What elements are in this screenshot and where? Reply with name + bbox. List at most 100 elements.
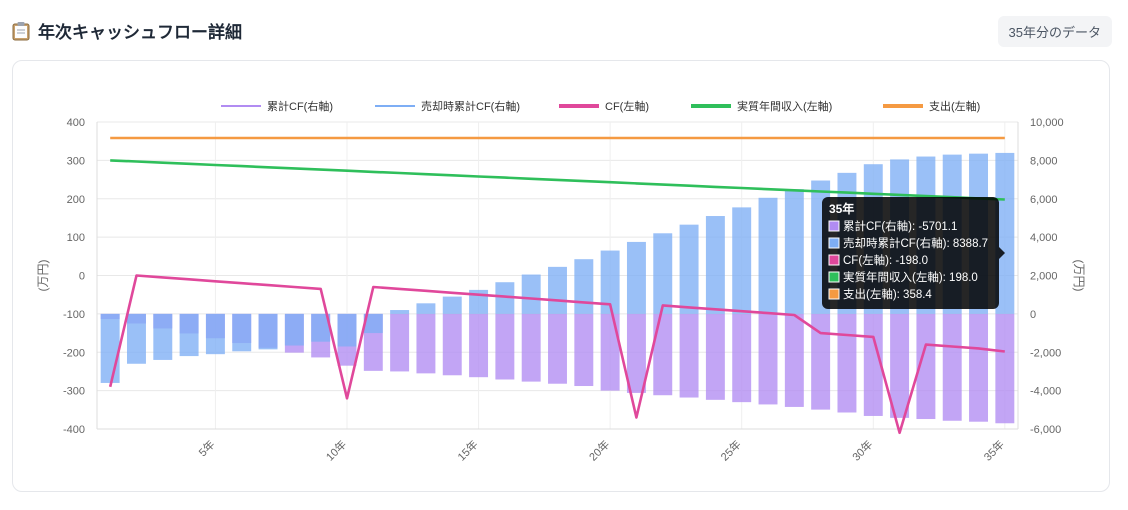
bar-sale-cumulative-cf [705, 216, 725, 314]
bar-sale-cumulative-cf [179, 313, 199, 357]
tooltip-swatch [828, 237, 840, 249]
bar-sale-cumulative-cf [521, 274, 541, 314]
page-title-text: 年次キャッシュフロー詳細 [38, 23, 242, 42]
bar-sale-cumulative-cf [153, 313, 173, 360]
legend-label: 支出(左軸) [929, 99, 980, 113]
bar-cumulative-cf [679, 313, 699, 398]
bar-sale-cumulative-cf [311, 313, 331, 342]
line-real-income [110, 159, 1005, 201]
bar-cumulative-cf [390, 313, 410, 372]
legend-item[interactable]: 実質年間収入(左軸) [691, 99, 832, 113]
left-tick-label: -200 [63, 347, 85, 359]
tooltip-swatch [828, 288, 840, 300]
bar-cumulative-cf [626, 313, 646, 393]
x-tick-label: 10年 [323, 437, 349, 463]
right-tick-label: 6,000 [1030, 194, 1058, 206]
bar-cumulative-cf [495, 313, 515, 380]
bar-sale-cumulative-cf [390, 310, 410, 314]
right-tick-label: 10,000 [1030, 117, 1064, 129]
bar-cumulative-cf [732, 313, 752, 403]
left-tick-label: 100 [67, 232, 85, 244]
left-axis-label: (万円) [36, 260, 50, 292]
bar-sale-cumulative-cf [732, 207, 752, 314]
legend-label: 売却時累計CF(右軸) [421, 99, 520, 113]
tooltip-box [822, 197, 999, 309]
x-tick-label: 25年 [717, 437, 743, 463]
bar-cumulative-cf [469, 313, 489, 378]
bar-cumulative-cf [995, 313, 1015, 424]
right-tick-label: 8,000 [1030, 155, 1058, 167]
bar-sale-cumulative-cf [574, 259, 594, 314]
legend-item[interactable]: CF(左軸) [559, 99, 649, 113]
bar-sale-cumulative-cf [284, 313, 304, 346]
bar-sale-cumulative-cf [679, 224, 699, 314]
bar-sale-cumulative-cf [548, 266, 567, 314]
right-tick-label: -6,000 [1030, 424, 1061, 436]
bar-sale-cumulative-cf [600, 250, 620, 314]
legend-item[interactable]: 支出(左軸) [883, 99, 980, 113]
tooltip-row: 支出(左軸): 358.4 [843, 287, 932, 301]
tooltip-row: 売却時累計CF(右軸): 8388.7 [843, 236, 988, 250]
bar-cumulative-cf [600, 313, 620, 391]
header: 年次キャッシュフロー詳細 35年分のデータ [12, 14, 1112, 48]
bar-sale-cumulative-cf [258, 313, 278, 350]
tooltip-title: 35年 [829, 201, 854, 216]
tooltip-swatch [828, 220, 840, 232]
bar-cumulative-cf [758, 313, 778, 405]
legend-label: 実質年間収入(左軸) [737, 99, 832, 113]
tooltip-row: 実質年間収入(左軸): 198.0 [843, 270, 978, 284]
bar-sale-cumulative-cf [758, 197, 778, 314]
legend-item[interactable]: 売却時累計CF(右軸) [375, 99, 520, 113]
left-tick-label: 300 [67, 155, 85, 167]
bar-cumulative-cf [916, 313, 936, 420]
right-axis-label: (万円) [1072, 260, 1086, 292]
bar-cumulative-cf [442, 313, 462, 376]
page-title: 年次キャッシュフロー詳細 [12, 18, 242, 43]
right-tick-label: 4,000 [1030, 232, 1058, 244]
x-tick-label: 35年 [981, 437, 1007, 463]
bar-sale-cumulative-cf [232, 313, 252, 352]
bar-cumulative-cf [416, 313, 436, 374]
bar-sale-cumulative-cf [495, 282, 515, 314]
right-tick-label: -2,000 [1030, 347, 1061, 359]
right-tick-label: -4,000 [1030, 386, 1061, 398]
legend-item[interactable]: 累計CF(右軸) [221, 99, 333, 113]
bar-cumulative-cf [890, 313, 910, 418]
bar-sale-cumulative-cf [626, 241, 646, 314]
x-tick-label: 5年 [196, 437, 218, 459]
bar-cumulative-cf [574, 313, 594, 387]
tooltip-swatch [828, 254, 840, 266]
data-count-badge: 35年分のデータ [997, 16, 1112, 47]
bar-sale-cumulative-cf [653, 233, 673, 314]
bar-sale-cumulative-cf [205, 313, 225, 355]
bar-sale-cumulative-cf [784, 189, 804, 314]
bar-sale-cumulative-cf [100, 313, 120, 383]
right-tick-label: 2,000 [1030, 271, 1058, 283]
bar-cumulative-cf [784, 313, 804, 407]
clipboard-icon [12, 21, 30, 41]
x-tick-label: 15年 [454, 437, 480, 463]
left-tick-label: 0 [79, 271, 85, 283]
right-tick-label: 0 [1030, 309, 1036, 321]
bar-sale-cumulative-cf [126, 313, 146, 364]
tooltip-caret [999, 247, 1005, 259]
bar-cumulative-cf [837, 313, 857, 413]
left-tick-label: 200 [67, 194, 85, 206]
bar-cumulative-cf [705, 313, 725, 400]
bar-cumulative-cf [548, 313, 567, 384]
cashflow-chart[interactable]: -400 -300 -200 -100 0 100 200 300 400 -6,000 -4,00… [13, 61, 1109, 491]
bar-sale-cumulative-cf [995, 152, 1015, 314]
bar-cumulative-cf [969, 313, 989, 422]
left-tick-label: 400 [67, 117, 85, 129]
left-tick-label: -300 [63, 386, 85, 398]
bar-sale-cumulative-cf [416, 303, 436, 314]
legend-label: CF(左軸) [605, 99, 649, 113]
bar-sale-cumulative-cf [363, 313, 383, 334]
x-tick-label: 30年 [849, 437, 875, 463]
legend-label: 累計CF(右軸) [267, 99, 333, 113]
bar-cumulative-cf [653, 313, 673, 396]
x-tick-label: 20年 [586, 437, 612, 463]
line-cf [108, 274, 1005, 435]
bar-sale-cumulative-cf [337, 313, 357, 347]
